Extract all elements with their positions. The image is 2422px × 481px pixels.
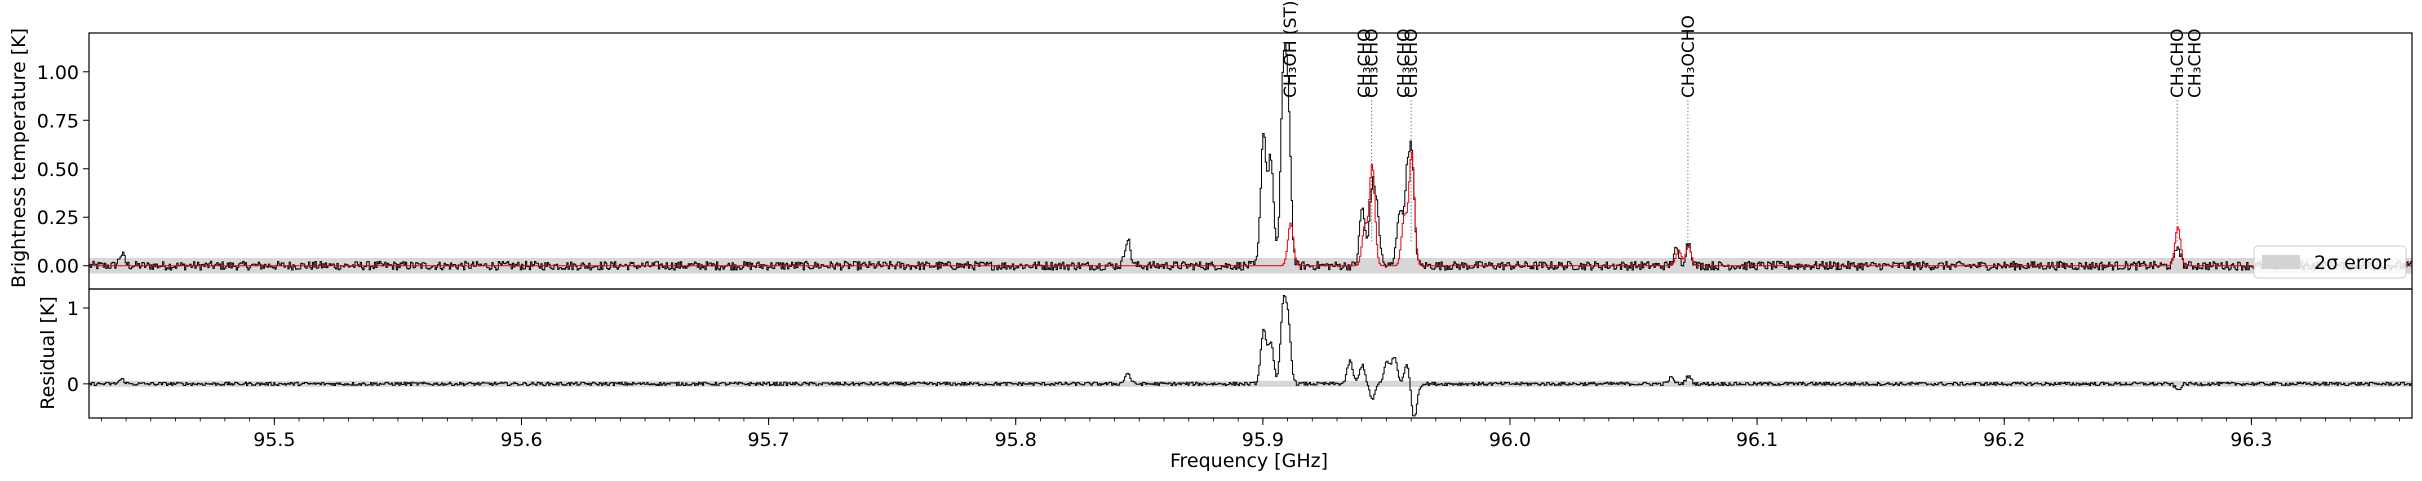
molecule-line-label: CH₃CHO (2186, 28, 2206, 98)
x-tick-label: 95.5 (253, 429, 295, 451)
molecule-line-label: CH₃CHO (1395, 28, 1415, 98)
bottom-panel: 0 1 95.5 95.6 95.7 95.8 95.9 96.0 96.1 96.2 96.3 (67, 288, 2413, 451)
top-y-tick-label: 0.25 (37, 207, 79, 229)
line-markers (1371, 100, 2178, 243)
top-y-axis-label: Brightness temperature [K] (8, 28, 30, 288)
top-panel: 0.000.250.500.751.00 CH₃OH (ST) CH₃CHOCH₃C… (37, 1, 2413, 290)
legend-swatch (2262, 255, 2300, 269)
legend-label: 2σ error (2314, 252, 2390, 274)
bottom-plot-area (89, 295, 2412, 417)
bottom-y-tick-label: 0 (67, 374, 79, 396)
top-y-tick-label: 1.00 (37, 62, 79, 84)
model-spectrum (89, 151, 2412, 267)
x-tick-label: 96.2 (1983, 429, 2025, 451)
x-tick-label: 96.1 (1736, 429, 1778, 451)
legend-box (2253, 245, 2407, 279)
observed-spectrum (89, 44, 2412, 271)
top-y-tick-label: 0.75 (37, 110, 79, 132)
bottom-y-tick-label: 1 (67, 298, 79, 320)
molecule-line-label: CH₃CHO (2168, 28, 2188, 98)
x-tick-label: 95.6 (500, 429, 542, 451)
top-frame (88, 32, 2413, 290)
top-plot-area (89, 44, 2412, 271)
top-y-tick-label: 0.00 (37, 256, 79, 278)
x-tick-label: 95.9 (1242, 429, 1284, 451)
x-tick-label: 95.8 (995, 429, 1037, 451)
molecule-line-label: CH₃OCHO (1679, 15, 1699, 98)
bottom-frame (88, 288, 2413, 419)
legend: 2σ error (2253, 245, 2407, 279)
molecule-line-label: CH₃OH (ST) (1281, 1, 1301, 98)
residual-spectrum (89, 295, 2412, 417)
molecule-line-label: CH₃CHO (1402, 28, 1422, 98)
top-y-tick-label: 0.50 (37, 159, 79, 181)
x-tick-label: 95.7 (747, 429, 789, 451)
x-axis-label: Frequency [GHz] (1170, 450, 1328, 472)
molecule-line-label: CH₃CHO (1355, 28, 1375, 98)
molecule-line-label: CH₃CHO (1363, 28, 1383, 98)
residual-error-band (89, 380, 2412, 387)
bottom-y-axis-label: Residual [K] (37, 296, 59, 410)
x-tick-label: 96.3 (2230, 429, 2272, 451)
x-tick-label: 96.0 (1489, 429, 1531, 451)
